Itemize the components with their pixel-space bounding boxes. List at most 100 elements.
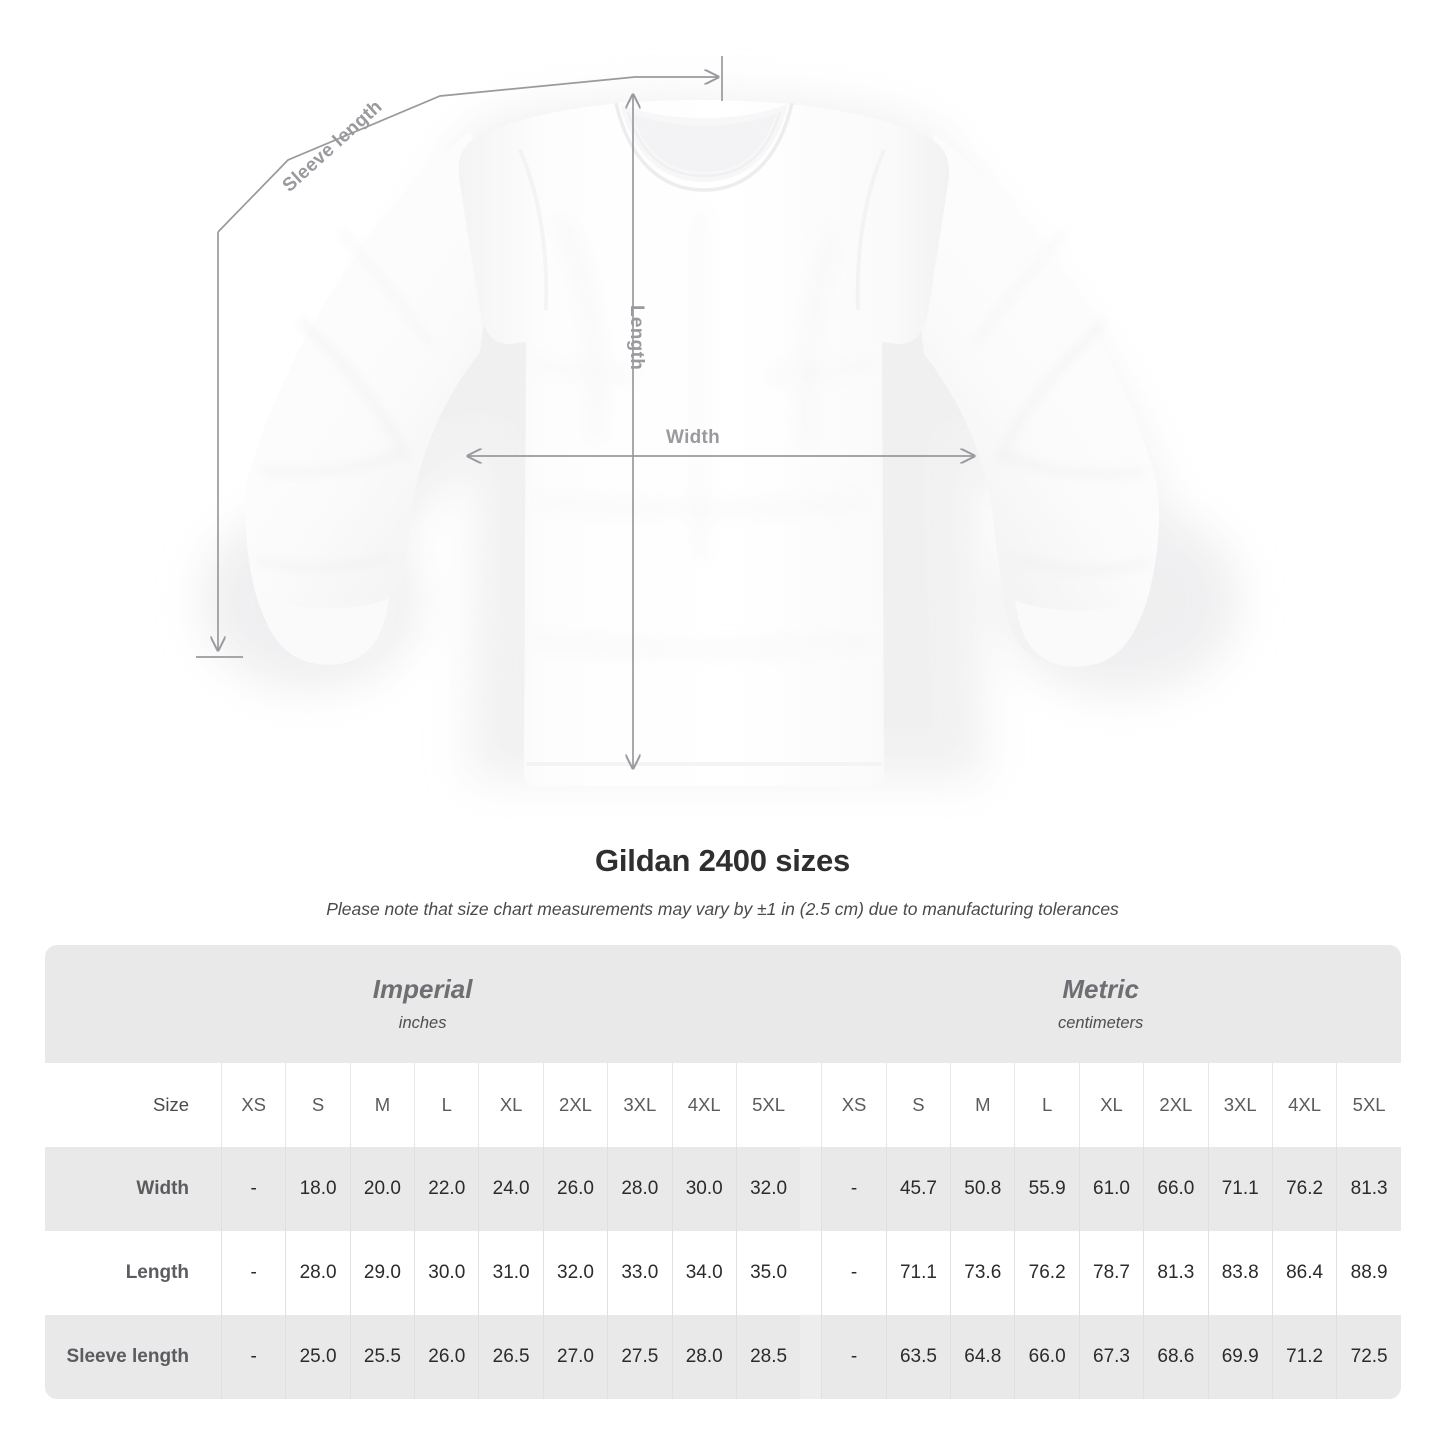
cell-metric-5xl: 81.3 <box>1336 1147 1401 1231</box>
cell-imperial-m: 29.0 <box>349 1231 415 1315</box>
cell-imperial-xs: - <box>221 1147 286 1231</box>
cell-metric-m: 64.8 <box>950 1315 1015 1399</box>
unit-name: Metric <box>1062 974 1139 1005</box>
size-header-imperial-4xl: 4XL <box>671 1063 736 1147</box>
unit-subtitle: inches <box>398 1013 447 1032</box>
shirt-body <box>458 100 950 786</box>
cell-imperial-xl: 26.5 <box>478 1315 543 1399</box>
cell-imperial-m: 25.5 <box>349 1315 415 1399</box>
size-header-metric-3xl: 3XL <box>1207 1063 1272 1147</box>
unit-separator <box>800 1231 822 1315</box>
size-header-imperial-2xl: 2XL <box>542 1063 608 1147</box>
cell-imperial-xl: 24.0 <box>478 1147 543 1231</box>
cell-imperial-l: 30.0 <box>414 1231 479 1315</box>
sleeve-length-dimension <box>196 56 723 658</box>
cell-imperial-4xl: 28.0 <box>671 1315 736 1399</box>
page-title: Gildan 2400 sizes <box>594 843 851 878</box>
size-chart-table-wrap: Imperial inches Metric centimeters Size XS S M L… <box>45 945 1401 1399</box>
size-header-imperial-5xl: 5XL <box>735 1063 801 1147</box>
size-header-label: Size <box>45 1063 222 1147</box>
cell-metric-5xl: 72.5 <box>1336 1315 1401 1399</box>
cell-imperial-5xl: 28.5 <box>735 1315 801 1399</box>
cell-metric-2xl: 68.6 <box>1143 1315 1208 1399</box>
size-header-metric-4xl: 4XL <box>1271 1063 1337 1147</box>
size-header-metric-5xl: 5XL <box>1336 1063 1401 1147</box>
size-header-metric-s: S <box>885 1063 951 1147</box>
cell-metric-xs: - <box>821 1231 886 1315</box>
table-row: Width -18.0 20.0 22.0 24.0 26.0 28.0 30.0 32.0-4… <box>45 1147 1401 1231</box>
unit-group-imperial: Imperial inches <box>45 945 801 1063</box>
right-sleeve <box>906 134 1160 667</box>
unit-group-metric: Metric centimeters <box>800 945 1401 1063</box>
cell-imperial-5xl: 32.0 <box>735 1147 801 1231</box>
cell-imperial-xs: - <box>221 1315 286 1399</box>
cell-imperial-xs: - <box>221 1231 286 1315</box>
unit-band-row: Imperial inches Metric centimeters <box>45 945 1401 1063</box>
cell-imperial-5xl: 35.0 <box>735 1231 801 1315</box>
size-header-metric-m: M <box>950 1063 1015 1147</box>
left-sleeve <box>245 132 500 665</box>
cell-metric-l: 55.9 <box>1014 1147 1079 1231</box>
cell-imperial-4xl: 34.0 <box>671 1231 736 1315</box>
garment-illustration: Sleeve length Length Width <box>196 56 1240 786</box>
cell-metric-s: 45.7 <box>885 1147 951 1231</box>
cell-imperial-2xl: 26.0 <box>542 1147 608 1231</box>
size-header-imperial-l: L <box>414 1063 479 1147</box>
cell-metric-2xl: 81.3 <box>1143 1231 1208 1315</box>
cell-metric-m: 73.6 <box>950 1231 1015 1315</box>
cell-metric-3xl: 83.8 <box>1207 1231 1272 1315</box>
unit-separator <box>800 1315 822 1399</box>
cell-metric-4xl: 76.2 <box>1271 1147 1337 1231</box>
cell-imperial-3xl: 33.0 <box>607 1231 672 1315</box>
cell-imperial-4xl: 30.0 <box>671 1147 736 1231</box>
cell-imperial-m: 20.0 <box>349 1147 415 1231</box>
table-row: Sleeve length -25.0 25.5 26.0 26.5 27.0 27.5 28… <box>45 1315 1401 1399</box>
cell-metric-xl: 78.7 <box>1078 1231 1144 1315</box>
tolerance-note: Please note that size chart measurements… <box>326 899 1119 919</box>
unit-separator <box>800 1147 822 1231</box>
row-label-sleeve-length: Sleeve length <box>45 1315 222 1399</box>
row-label-length: Length <box>45 1231 222 1315</box>
cell-imperial-2xl: 27.0 <box>542 1315 608 1399</box>
unit-name: Imperial <box>372 974 473 1005</box>
cell-imperial-s: 28.0 <box>285 1231 350 1315</box>
table-row: Length -28.0 29.0 30.0 31.0 32.0 33.0 34.0 35.0-… <box>45 1231 1401 1315</box>
size-header-metric-xs: XS <box>821 1063 886 1147</box>
title-block: Gildan 2400 sizes Please note that size … <box>0 843 1445 920</box>
size-header-metric-2xl: 2XL <box>1143 1063 1208 1147</box>
cell-metric-xs: - <box>821 1147 886 1231</box>
cell-imperial-xl: 31.0 <box>478 1231 543 1315</box>
cell-imperial-3xl: 28.0 <box>607 1147 672 1231</box>
garment-svg <box>196 56 1240 786</box>
unit-subtitle: centimeters <box>1058 1013 1144 1032</box>
cell-metric-xl: 67.3 <box>1078 1315 1144 1399</box>
cell-metric-3xl: 71.1 <box>1207 1147 1272 1231</box>
cell-metric-4xl: 86.4 <box>1271 1231 1337 1315</box>
size-header-row: Size XS S M L XL 2XL 3XL 4XL 5XL XS S M L XL 2XL 3XL 4XL 5… <box>45 1063 1401 1147</box>
size-chart-table: Imperial inches Metric centimeters Size XS S M L… <box>45 945 1401 1399</box>
cell-metric-5xl: 88.9 <box>1336 1231 1401 1315</box>
cell-imperial-s: 18.0 <box>285 1147 350 1231</box>
cell-metric-4xl: 71.2 <box>1271 1315 1337 1399</box>
row-label-width: Width <box>45 1147 222 1231</box>
cell-metric-3xl: 69.9 <box>1207 1315 1272 1399</box>
size-header-imperial-s: S <box>285 1063 350 1147</box>
length-label: Length <box>626 305 647 371</box>
cell-imperial-3xl: 27.5 <box>607 1315 672 1399</box>
cell-metric-s: 71.1 <box>885 1231 951 1315</box>
unit-separator <box>800 1063 822 1147</box>
cell-metric-m: 50.8 <box>950 1147 1015 1231</box>
cell-metric-xs: - <box>821 1315 886 1399</box>
cell-metric-l: 66.0 <box>1014 1315 1079 1399</box>
size-header-metric-xl: XL <box>1078 1063 1144 1147</box>
size-header-metric-l: L <box>1014 1063 1079 1147</box>
size-header-imperial-xs: XS <box>221 1063 286 1147</box>
cell-imperial-l: 26.0 <box>414 1315 479 1399</box>
cell-imperial-l: 22.0 <box>414 1147 479 1231</box>
cell-metric-s: 63.5 <box>885 1315 951 1399</box>
cell-imperial-2xl: 32.0 <box>542 1231 608 1315</box>
cell-metric-l: 76.2 <box>1014 1231 1079 1315</box>
width-label: Width <box>666 427 721 448</box>
cell-metric-xl: 61.0 <box>1078 1147 1144 1231</box>
cell-metric-2xl: 66.0 <box>1143 1147 1208 1231</box>
